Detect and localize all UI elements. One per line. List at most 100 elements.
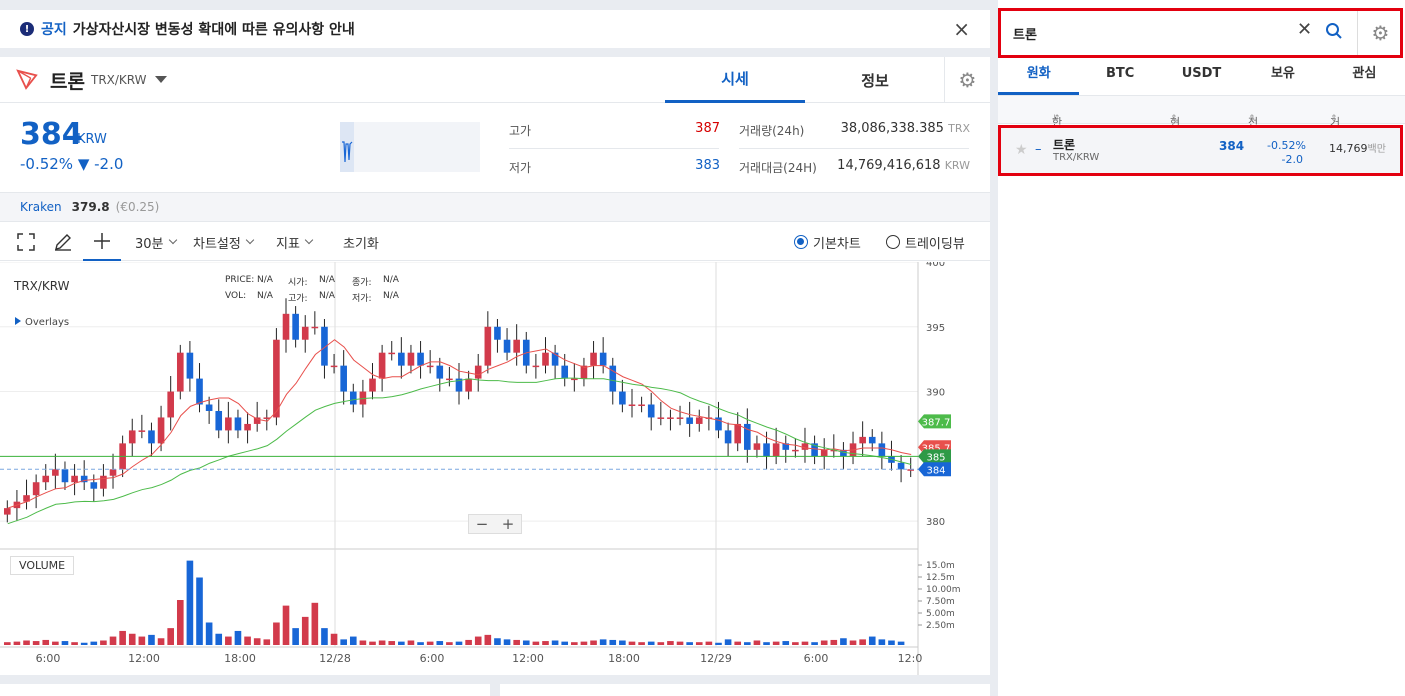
kraken-eur: (€0.25) [115, 200, 160, 214]
candle [878, 443, 886, 457]
candle [715, 417, 722, 431]
zoom-out-button[interactable]: − [475, 515, 489, 533]
volume-bar [234, 630, 242, 645]
x-tick-label: 12:0 [898, 652, 923, 665]
candle [388, 352, 396, 355]
volume-bar [859, 639, 866, 645]
tab-info[interactable]: 정보 [861, 71, 889, 90]
candle [446, 378, 453, 381]
bottom-panel-right [500, 684, 990, 696]
volume-bar [369, 641, 376, 645]
search-input[interactable] [1013, 23, 1283, 43]
bottom-panel-left [0, 684, 490, 696]
notice-message[interactable]: 가상자산시장 변동성 확대에 따른 유의사항 안내 [72, 22, 355, 38]
ohlc-value: N/A [383, 291, 399, 301]
dash-icon: – [1035, 142, 1042, 157]
candle [417, 352, 424, 366]
coin-name[interactable]: 트론 [50, 71, 85, 93]
candle [23, 495, 30, 502]
candle [109, 469, 117, 476]
clear-icon[interactable]: ✕ [1297, 19, 1313, 40]
crosshair-icon[interactable] [83, 223, 121, 261]
volume-bar [388, 641, 396, 645]
candle [321, 326, 328, 366]
volume-bar [263, 639, 271, 645]
gear-icon[interactable]: ⚙ [944, 57, 990, 103]
tab-holdings[interactable]: 보유 [1270, 66, 1295, 81]
candle [244, 423, 251, 431]
candle [436, 365, 444, 379]
close-icon[interactable]: × [953, 17, 970, 41]
ma-short-line [7, 339, 912, 509]
volume-bar [676, 641, 684, 645]
ohlc-value: N/A [383, 275, 399, 285]
volume-bar [90, 641, 98, 645]
volume-bar [273, 622, 280, 645]
candle [455, 378, 463, 392]
indicators-button[interactable]: 지표 [276, 223, 314, 261]
candle [340, 365, 347, 392]
volume-bar [724, 639, 732, 645]
candle [647, 404, 655, 418]
high-value: 387 [695, 121, 720, 136]
search-icon[interactable] [1325, 22, 1343, 40]
candle [772, 443, 780, 457]
ohlc-value: N/A [257, 291, 273, 301]
volume-bar [253, 638, 261, 645]
basic-chart-radio[interactable]: 기본차트 [794, 223, 861, 261]
tradingview-radio[interactable]: 트레이딩뷰 [886, 223, 965, 261]
gear-icon[interactable]: ⚙ [1357, 11, 1403, 55]
reset-button[interactable]: 초기화 [343, 236, 379, 252]
market-row-price: 384 [1219, 139, 1245, 153]
candle [667, 417, 674, 419]
overlays-toggle[interactable]: Overlays [15, 317, 69, 328]
volume-bar [244, 636, 251, 645]
pencil-icon[interactable] [53, 223, 73, 261]
volume-bar [157, 638, 165, 645]
chevron-down-icon[interactable] [155, 76, 167, 83]
notice-bar[interactable]: ! 공지 가상자산시장 변동성 확대에 따른 유의사항 안내 × [0, 10, 990, 48]
chart-settings-button[interactable]: 차트설정 [193, 223, 255, 261]
volume-bar [830, 639, 838, 645]
candle [90, 482, 98, 489]
interval-select[interactable]: 30분 [135, 223, 177, 261]
price-chart[interactable]: 400 395 390 385 380 6:00 12:00 18:00 12/28 6:00 12… [0, 258, 990, 675]
tab-quote[interactable]: 시세 [665, 57, 805, 103]
candle [301, 326, 309, 340]
candle [205, 404, 213, 411]
candle [349, 391, 357, 405]
volume-bar [465, 639, 472, 645]
coin-header: 트론 TRX/KRW 시세 정보 ⚙ [0, 57, 990, 103]
ohlc-vol-label: VOL: [225, 291, 247, 301]
zoom-in-button[interactable]: + [501, 515, 515, 533]
star-icon[interactable]: ★ [1015, 142, 1028, 158]
candle [724, 430, 732, 444]
chart-svg[interactable]: 400 395 390 385 380 6:00 12:00 18:00 12/28 6:00 12… [0, 258, 990, 675]
coin-pair[interactable]: TRX/KRW [91, 73, 147, 87]
candle [71, 475, 78, 483]
kraken-name[interactable]: Kraken [20, 200, 62, 214]
volume-bar [571, 642, 578, 645]
candle [52, 469, 59, 476]
candle [753, 443, 761, 450]
volume-bar [301, 616, 309, 645]
market-row[interactable]: ★ – 트론 TRX/KRW 384 -0.52% -2.0 14,769백만 [998, 125, 1403, 176]
tab-usdt[interactable]: USDT [1181, 66, 1222, 81]
volume-bar [23, 640, 30, 645]
ohlc-value: N/A [257, 275, 273, 285]
volume-bar [446, 642, 453, 645]
candle [695, 417, 703, 424]
tab-btc[interactable]: BTC [1105, 66, 1135, 81]
volume-bar [378, 640, 386, 645]
candle [369, 378, 376, 392]
fullscreen-icon[interactable] [16, 223, 36, 261]
price-tag [918, 462, 951, 477]
candle [907, 469, 914, 471]
candle [571, 378, 578, 381]
volume-bar [503, 639, 511, 645]
tab-favorites[interactable]: 관심 [1352, 66, 1377, 81]
volume-bar [311, 602, 319, 645]
volume-label: VOLUME [10, 556, 75, 575]
tab-krw[interactable]: 원화 [998, 58, 1080, 95]
x-tick-label: 12:00 [128, 652, 160, 665]
